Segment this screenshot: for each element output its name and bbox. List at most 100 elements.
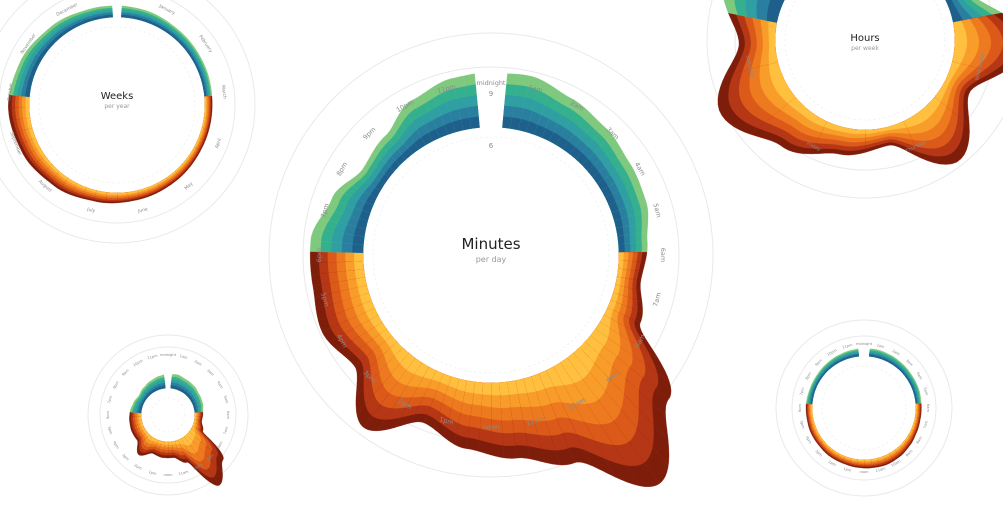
area-band-weeks [106, 192, 118, 195]
tick-label: 2pm [828, 460, 837, 468]
tick-label: noon [483, 423, 499, 431]
tick-label: 9am [206, 453, 215, 462]
tick-label: 2am [194, 359, 203, 367]
guide-ring-outer [268, 32, 714, 478]
area-band-weeks [25, 107, 31, 119]
area-band-minutes [354, 268, 366, 279]
tick-label: 4pm [112, 441, 120, 450]
chart-title-hours: Hours [850, 33, 879, 44]
tick-label: 7am [651, 291, 662, 307]
tick-label: 6pm [315, 248, 323, 263]
tick-label: 8pm [335, 161, 349, 178]
tick-label: July [85, 206, 96, 214]
tick-label: June [136, 206, 148, 214]
area-band-minutes [490, 382, 501, 396]
tick-label: 1am [876, 343, 885, 349]
area-band-minutes [618, 243, 625, 253]
tick-label: 5am [923, 387, 929, 396]
area-band-minutes-small-2 [857, 459, 865, 462]
tick-label: 6am [926, 404, 930, 412]
chart-weeks: week January February March April May June July… [0, 0, 256, 244]
area-band-minutes [473, 381, 484, 395]
guide-ring-dashed [150, 397, 186, 433]
tick-label: 10am [193, 462, 204, 471]
tick-label: January [157, 3, 176, 17]
tick-label: 6pm [798, 403, 802, 412]
tick-label: 5am [651, 202, 662, 218]
tick-label: noon [164, 473, 173, 477]
tick-label: 2am [892, 349, 901, 357]
area-band-weeks [204, 96, 207, 108]
tick-label: 9pm [814, 358, 823, 367]
tick-label: 5pm [799, 420, 805, 429]
tick-label: 3pm [814, 449, 823, 458]
chart-hours: MondayTuesdayWednesdayThursdayFridaySatu… [706, 0, 1003, 199]
tick-label: 1pm [843, 467, 852, 473]
tick-label: 4am [216, 381, 224, 390]
tick-label: 3pm [121, 453, 130, 462]
area-band-minutes-small [194, 409, 197, 414]
tick-label: 7pm [319, 202, 331, 218]
tick-label: 10pm [133, 358, 144, 367]
chart-subtitle-minutes: per day [476, 255, 507, 264]
area-band-minutes-small [167, 441, 172, 445]
chart-subtitle-weeks: per year [104, 103, 130, 110]
guide-ring-dashed [821, 365, 907, 451]
area-band-minutes-small [194, 416, 197, 421]
tick-label: October [6, 83, 14, 102]
guide-ring-outer [87, 334, 249, 496]
tick-label: midnight [477, 79, 506, 87]
area-band-minutes [354, 252, 364, 262]
chart-subtitle-hours: per week [851, 45, 879, 52]
area-band-minutes [616, 226, 624, 237]
area-band-weeks [25, 96, 30, 108]
area-band-minutes-small-2 [863, 459, 871, 462]
guide-ring-dashed [784, 0, 946, 121]
tick-label: February [197, 34, 213, 54]
area-band-minutes [352, 243, 364, 253]
tick-label: 3am [206, 368, 215, 377]
tick-label: 3am [905, 358, 914, 367]
tick-label: 8am [916, 435, 924, 444]
area-band-minutes [469, 116, 480, 129]
area-band-minutes-small-2 [915, 403, 918, 411]
guide-ring-inner [99, 346, 237, 484]
guide-ring-outer [706, 0, 1003, 199]
tick-label: 8pm [805, 371, 813, 380]
tick-label: 10am [891, 459, 902, 468]
tick-label: 6pm [106, 410, 110, 419]
tick-label: Friday [805, 141, 821, 153]
area-band-minutes-small [161, 385, 166, 389]
tick-label: 5pm [107, 426, 113, 435]
tick-label: 1am [527, 83, 543, 94]
tick-label: 1am [179, 354, 188, 360]
area-band-minutes [614, 218, 623, 229]
tick-label: 1pm [148, 470, 157, 476]
tick-label: 10pm [827, 348, 838, 357]
tick-label: 9pm [361, 125, 377, 141]
area-band-minutes-small [138, 412, 142, 417]
guide-ring-dashed [372, 136, 610, 374]
area-band-weeks [101, 14, 113, 19]
tick-label: April [214, 138, 223, 150]
tick-label: 11am [178, 470, 189, 477]
tick-label: Saturday [744, 55, 755, 78]
tick-label: week [111, 0, 123, 1]
tick-label: 8pm [112, 380, 120, 389]
tick-label: 2pm [134, 463, 143, 471]
area-band-minutes-small [138, 416, 142, 421]
tick-label: 7am [223, 426, 229, 435]
area-band-hours [766, 0, 785, 23]
tick-label: 5am [223, 395, 229, 404]
tick-label: 5pm [319, 291, 331, 307]
guide-ring-inner [0, 0, 236, 224]
area-band-minutes [352, 234, 365, 245]
guide-ring-outer [775, 319, 953, 497]
tick-label: noon [860, 470, 869, 474]
tick-label: 9pm [121, 368, 130, 377]
tick-label: 4am [916, 372, 924, 381]
area-band-minutes-small [164, 441, 169, 445]
